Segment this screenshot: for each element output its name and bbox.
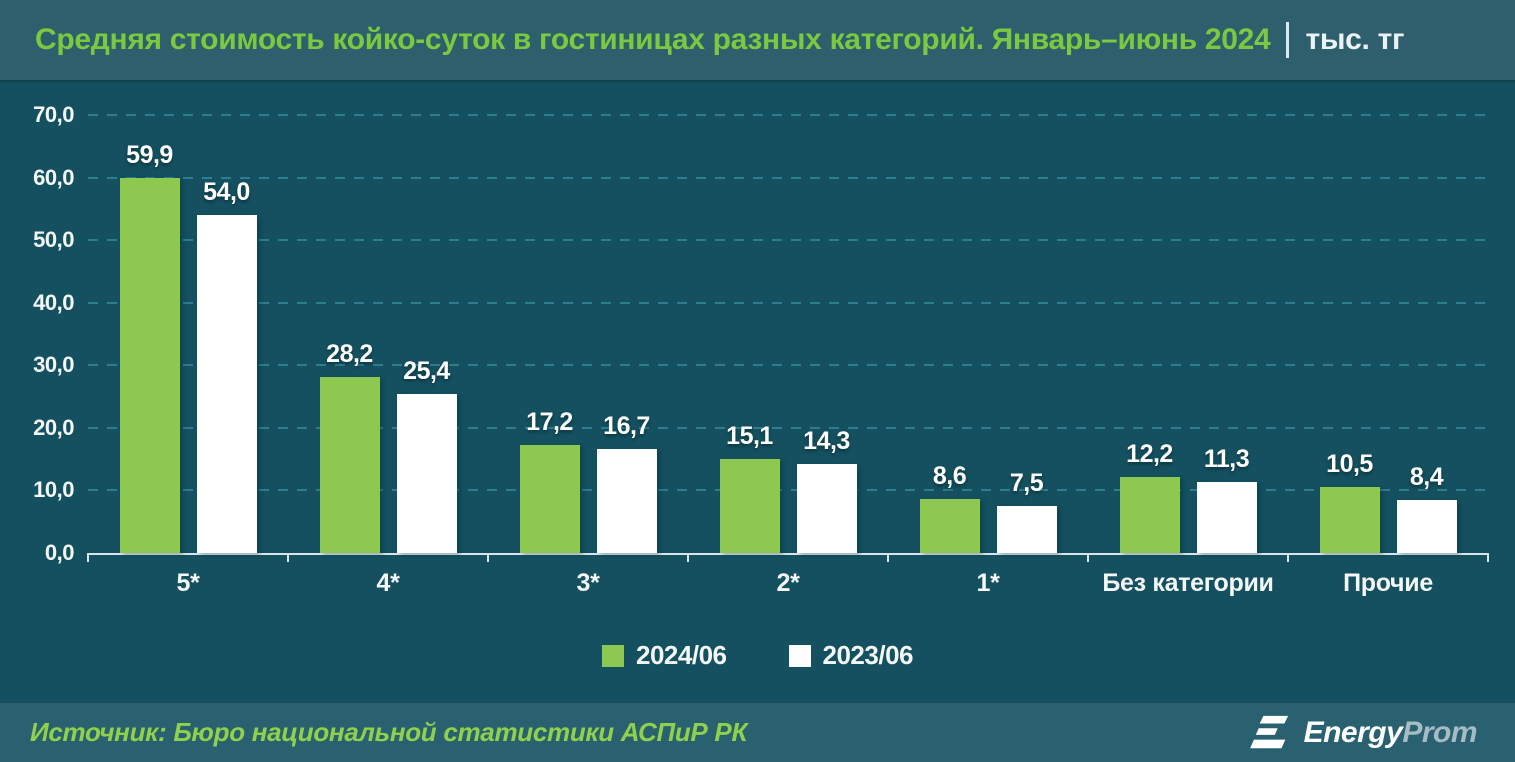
x-axis-label: 1*	[976, 569, 1000, 597]
bar-2024-06: 15,1	[719, 422, 780, 553]
y-axis-tick-label: 0,0	[44, 540, 75, 565]
bar-2024-06: 12,2	[1119, 440, 1180, 553]
bar-value-label: 12,2	[1126, 439, 1173, 468]
bar-2024-06: 8,6	[919, 462, 980, 553]
header: Средняя стоимость койко-суток в гостиниц…	[0, 0, 1515, 82]
bar-2023-06: 25,4	[396, 357, 457, 553]
x-axis-tick	[1087, 553, 1089, 562]
source-note: Источник: Бюро национальной статистики А…	[30, 717, 748, 747]
x-axis-tick	[1287, 553, 1289, 562]
category-group: 59,9 54,0	[88, 115, 288, 553]
x-axis-label: 4*	[376, 569, 400, 597]
bar-value-label: 54,0	[203, 178, 250, 207]
y-axis-tick-label: 30,0	[33, 352, 74, 378]
x-axis-labels: 5* 4* 3* 2* 1* Без категории Прочие	[88, 569, 1488, 598]
title-unit: тыс. тг	[1305, 23, 1405, 56]
bar-2024-06: 28,2	[319, 340, 380, 553]
logo-text-energy: Energy	[1303, 715, 1403, 749]
category-group: 8,6 7,5	[888, 115, 1088, 553]
bar-value-label: 28,2	[326, 339, 373, 368]
bar-value-label: 8,6	[932, 462, 967, 491]
legend-label: 2024/06	[636, 640, 727, 670]
bar-2023-06: 11,3	[1196, 445, 1257, 553]
y-axis-tick-label: 20,0	[33, 414, 74, 440]
bar-2024-06: 59,9	[119, 141, 180, 553]
bar-groups: 59,9 54,0 28,2 25,4 17,2 16,7 15,1 14,3 8,6 7,5 12…	[88, 115, 1488, 553]
legend-item: 2023/06	[788, 640, 914, 671]
category-group: 28,2 25,4	[288, 115, 488, 553]
legend-swatch	[602, 644, 625, 667]
gridline	[88, 114, 1488, 116]
bar-value-label: 11,3	[1203, 445, 1250, 474]
x-axis-label: 3*	[576, 569, 600, 597]
bar-value-label: 59,9	[126, 141, 173, 170]
y-axis-tick-label: 40,0	[33, 289, 74, 315]
y-axis-tick-label: 50,0	[33, 227, 74, 253]
logo-text-prom: Prom	[1402, 715, 1477, 749]
bar-value-label: 17,2	[526, 408, 573, 437]
energyprom-icon	[1249, 715, 1288, 748]
category-group: 12,2 11,3	[1088, 115, 1288, 553]
page-title: Средняя стоимость койко-суток в гостиниц…	[35, 23, 1271, 56]
bar-value-label: 15,1	[726, 421, 773, 450]
y-axis-tick-label: 10,0	[33, 477, 74, 503]
category-group: 10,5 8,4	[1288, 115, 1488, 553]
gridline	[88, 364, 1488, 367]
category-group: 15,1 14,3	[688, 115, 888, 553]
legend: 2024/06 2023/06	[0, 640, 1515, 671]
title-separator	[1286, 22, 1290, 58]
bar-2023-06: 7,5	[996, 469, 1057, 553]
chart-area: 70,0 60,0 50,0 40,0 30,0 20,0 10,0 0,0 59,9 54,0 2…	[0, 82, 1515, 702]
bar-value-label: 25,4	[403, 357, 450, 386]
gridline	[88, 239, 1488, 242]
x-axis-label: 5*	[176, 569, 200, 597]
legend-item: 2024/06	[602, 640, 727, 671]
x-axis-tick	[1487, 553, 1489, 562]
x-axis-label: Без категории	[1102, 569, 1274, 597]
y-axis-tick-label: 70,0	[33, 102, 74, 127]
bar-value-label: 16,7	[603, 411, 650, 440]
bar-value-label: 8,4	[1409, 463, 1444, 492]
bar-2023-06: 16,7	[596, 412, 657, 553]
gridline	[88, 489, 1488, 492]
legend-swatch	[788, 644, 811, 667]
gridline	[88, 301, 1488, 304]
bar-value-label: 14,3	[803, 426, 850, 455]
category-group: 17,2 16,7	[488, 115, 688, 553]
energyprom-logo: EnergyProm	[1249, 714, 1477, 752]
x-axis-tick	[887, 553, 889, 562]
gridline	[88, 426, 1488, 429]
bar-2024-06: 17,2	[519, 408, 580, 553]
x-axis-label: 2*	[776, 569, 800, 597]
y-axis-tick-label: 60,0	[33, 164, 74, 190]
bar-value-label: 10,5	[1326, 450, 1373, 479]
gridline	[88, 176, 1488, 179]
bar-2023-06: 54,0	[196, 178, 257, 553]
header-title-row: Средняя стоимость койко-суток в гостиниц…	[35, 22, 1405, 58]
bar-2024-06: 10,5	[1319, 450, 1380, 553]
x-axis-tick	[87, 553, 89, 562]
x-axis-tick	[687, 553, 689, 562]
bar-2023-06: 8,4	[1396, 463, 1457, 553]
logo-text: EnergyProm	[1303, 715, 1478, 750]
bar-value-label: 7,5	[1009, 469, 1044, 498]
x-axis-tick	[287, 553, 289, 562]
plot-area: 70,0 60,0 50,0 40,0 30,0 20,0 10,0 0,0 59,9 54,0 2…	[33, 102, 1489, 565]
footer: Источник: Бюро национальной статистики А…	[0, 702, 1515, 762]
legend-label: 2023/06	[822, 640, 914, 670]
x-axis-label: Прочие	[1343, 569, 1433, 597]
bar-2023-06: 14,3	[796, 427, 857, 553]
x-axis-tick	[487, 553, 489, 562]
